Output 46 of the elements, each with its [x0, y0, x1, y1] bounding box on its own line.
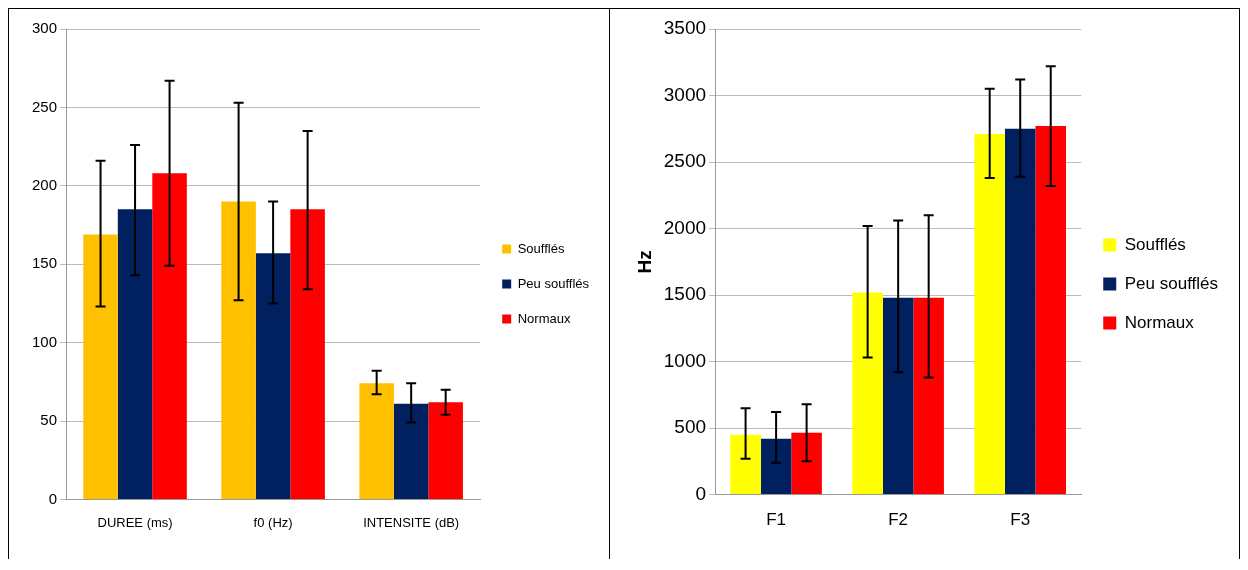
y-tick-label: 0 [48, 489, 58, 507]
bar [290, 209, 325, 499]
legend-label: Normaux [1124, 312, 1195, 332]
y-tick-label: 500 [674, 416, 707, 438]
bar [255, 253, 291, 499]
y-tick-label: 3500 [663, 17, 707, 39]
y-tick-label: 250 [32, 97, 58, 115]
legend-label: Normaux [517, 310, 571, 326]
y-axis-title: Hz [633, 250, 655, 274]
legend-label: Soufflés [1124, 234, 1186, 254]
bar [760, 438, 792, 495]
y-tick-label: 100 [32, 332, 58, 350]
y-tick-label: 200 [32, 175, 58, 193]
bar [359, 383, 394, 499]
bar [913, 297, 944, 495]
bar [852, 292, 883, 495]
legend-label: Soufflés [517, 240, 565, 256]
bar [730, 434, 761, 495]
y-tick-label: 1500 [663, 283, 707, 305]
bar [221, 201, 256, 499]
legend-label: Peu soufflés [1124, 273, 1219, 293]
bar [1035, 126, 1066, 495]
bar [117, 209, 153, 499]
y-tick-label: 300 [32, 19, 58, 37]
y-tick-label: 0 [695, 482, 707, 504]
bar [791, 432, 822, 495]
x-tick-label: f0 (Hz) [253, 514, 293, 530]
bar [1004, 128, 1036, 495]
bar [83, 234, 118, 499]
y-tick-label: 2000 [663, 216, 707, 238]
x-tick-label: DUREE (ms) [97, 514, 173, 530]
y-tick-label: 150 [32, 254, 58, 272]
x-tick-label: F1 [766, 510, 787, 530]
x-tick-label: F3 [1010, 510, 1031, 530]
bar [428, 402, 463, 499]
x-tick-label: F2 [888, 510, 909, 530]
bar [393, 403, 429, 499]
y-tick-label: 2500 [663, 150, 707, 172]
y-tick-label: 1000 [663, 349, 707, 371]
legend-label: Peu soufflés [517, 275, 590, 291]
bar [974, 134, 1005, 495]
y-tick-label: 50 [40, 411, 58, 429]
bar [152, 173, 187, 499]
y-tick-label: 3000 [663, 83, 707, 105]
bar [882, 297, 914, 495]
x-tick-label: INTENSITE (dB) [363, 514, 460, 530]
